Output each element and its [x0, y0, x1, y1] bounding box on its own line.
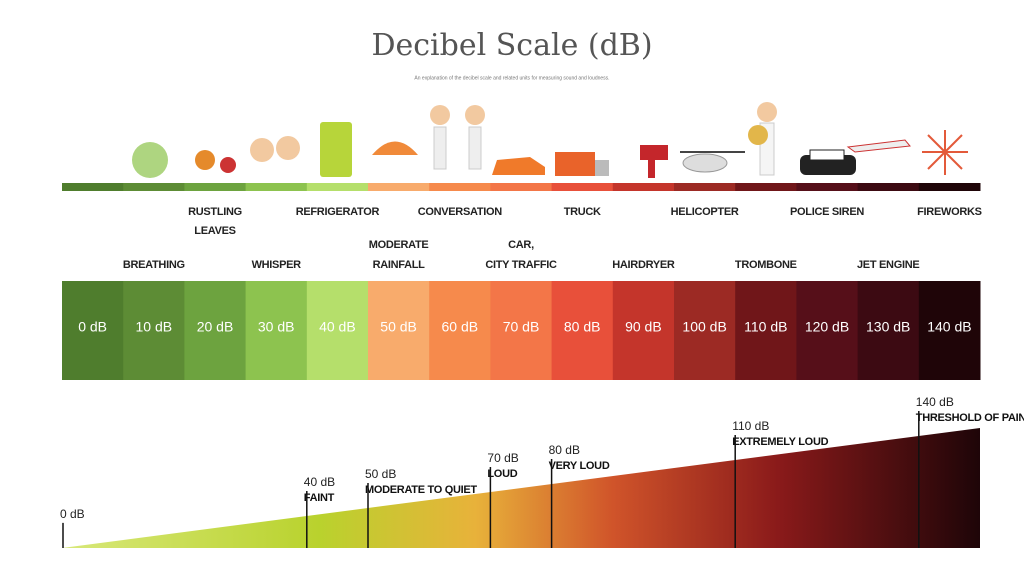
source-label: TRUCK: [564, 206, 601, 218]
loudness-wedge: [62, 428, 980, 548]
title: Decibel Scale (dB): [371, 28, 652, 63]
strip-segment: [674, 183, 736, 191]
threshold-label: VERY LOUD: [549, 460, 610, 472]
threshold-label: FAINT: [304, 492, 335, 504]
level-cell: [857, 281, 920, 380]
level-label: 140 dB: [927, 319, 971, 335]
level-cell: [306, 281, 369, 380]
threshold-label: LOUD: [487, 468, 517, 480]
level-label: 70 dB: [503, 319, 540, 335]
source-label: BREATHING: [123, 259, 185, 271]
threshold-level: 40 dB: [304, 475, 335, 489]
source-label: RAINFALL: [373, 259, 426, 271]
strip-segment: [612, 183, 675, 191]
level-label: 120 dB: [805, 319, 849, 335]
strip-segment: [245, 183, 308, 191]
level-label: 130 dB: [866, 319, 910, 335]
strip-segment: [306, 183, 369, 191]
threshold-level: 70 dB: [487, 451, 518, 465]
color-strip: [62, 183, 981, 191]
strip-segment: [62, 183, 124, 191]
strip-segment: [551, 183, 614, 191]
level-cell: [490, 281, 553, 380]
strip-segment: [184, 183, 247, 191]
source-label: HELICOPTER: [671, 206, 739, 218]
source-label: WHISPER: [252, 259, 302, 271]
source-label: CAR,: [508, 239, 534, 251]
level-label: 30 dB: [258, 319, 295, 335]
strip-segment: [735, 183, 797, 191]
threshold-level: 0 dB: [60, 507, 85, 521]
source-label: JET ENGINE: [857, 259, 919, 271]
strip-segment: [368, 183, 430, 191]
source-label: CONVERSATION: [418, 206, 503, 218]
level-label: 100 dB: [682, 319, 726, 335]
level-label: 110 dB: [744, 319, 787, 335]
level-label: 50 dB: [380, 319, 417, 335]
strip-segment: [857, 183, 920, 191]
strip-segment: [429, 183, 491, 191]
source-label: POLICE SIREN: [790, 206, 864, 218]
source-label: REFRIGERATOR: [296, 206, 380, 218]
level-label: 80 dB: [564, 319, 601, 335]
strip-segment: [490, 183, 553, 191]
level-cell: [62, 281, 124, 380]
level-cell: [674, 281, 736, 380]
level-cell: [918, 281, 981, 380]
level-cell: [184, 281, 247, 380]
source-label: CITY TRAFFIC: [485, 259, 557, 271]
threshold-level: 80 dB: [549, 443, 580, 457]
subtitle: An explanation of the decibel scale and …: [414, 75, 609, 81]
source-label: LEAVES: [194, 225, 235, 237]
strip-segment: [796, 183, 859, 191]
source-labels: BREATHING RUSTLING LEAVES WHISPER REFRIGERAT…: [123, 206, 982, 271]
level-label: 20 dB: [197, 319, 234, 335]
source-label: MODERATE: [369, 239, 429, 251]
level-cell: [245, 281, 308, 380]
threshold-level: 50 dB: [365, 467, 396, 481]
level-label: 60 dB: [442, 319, 479, 335]
level-label: 0 dB: [78, 319, 107, 335]
level-label: 40 dB: [319, 319, 356, 335]
threshold-level: 140 dB: [916, 395, 954, 409]
level-label: 90 dB: [625, 319, 662, 335]
source-label: TROMBONE: [735, 259, 797, 271]
threshold-label: THRESHOLD OF PAIN: [916, 412, 1024, 424]
strip-segment: [123, 183, 185, 191]
thresholds: 0 dB 40 dB FAINT 50 dB MODERATE TO QUIET 70 d…: [60, 395, 1024, 548]
source-label: FIREWORKS: [917, 206, 982, 218]
level-cell: [612, 281, 675, 380]
level-cell: [429, 281, 491, 380]
source-label: RUSTLING: [188, 206, 242, 218]
level-cell: [796, 281, 859, 380]
source-label: HAIRDRYER: [612, 259, 675, 271]
level-cell: [368, 281, 430, 380]
threshold-level: 110 dB: [732, 419, 769, 433]
level-cell: [551, 281, 614, 380]
level-cells: 0 dB 10 dB 20 dB 30 dB 40 dB 50 dB 60 dB 70 dB 8…: [62, 281, 981, 380]
icons: [132, 102, 968, 178]
level-cell: [123, 281, 185, 380]
strip-segment: [918, 183, 981, 191]
level-label: 10 dB: [136, 319, 173, 335]
threshold-label: MODERATE TO QUIET: [365, 484, 477, 496]
threshold-label: EXTREMELY LOUD: [732, 436, 828, 448]
level-cell: [735, 281, 797, 380]
